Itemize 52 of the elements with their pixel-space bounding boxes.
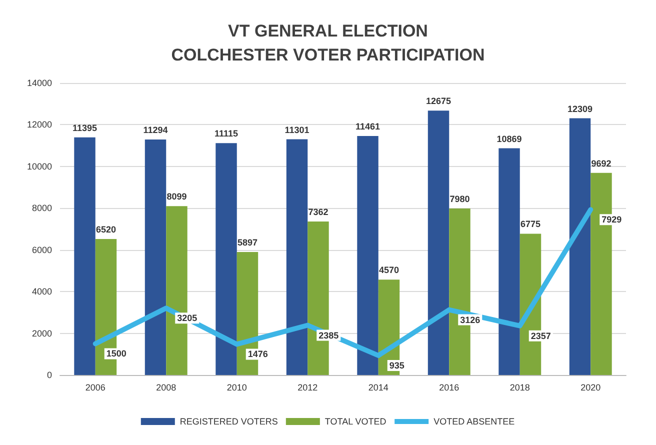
- data-label: 9692: [591, 158, 612, 168]
- legend-label: TOTAL VOTED: [324, 416, 387, 426]
- y-tick-label: 2000: [32, 328, 52, 338]
- x-tick-label: 2010: [226, 382, 247, 392]
- y-tick-label: 4000: [32, 286, 52, 297]
- data-label: 10869: [496, 134, 522, 144]
- y-tick-label: 8000: [32, 203, 52, 214]
- x-tick-label: 2020: [580, 382, 601, 392]
- bar: [498, 148, 520, 375]
- legend-label: REGISTERED VOTERS: [180, 416, 278, 426]
- data-label: 3205: [177, 313, 198, 324]
- x-tick-label: 2006: [85, 382, 106, 392]
- data-label: 1500: [106, 348, 126, 359]
- data-label: 11395: [72, 122, 98, 133]
- data-label: 7929: [602, 214, 622, 225]
- y-tick-label: 14000: [26, 78, 52, 88]
- y-tick-label: 6000: [32, 244, 52, 255]
- y-tick-label: 12000: [26, 120, 52, 130]
- data-label: 2357: [530, 330, 551, 341]
- bar: [74, 137, 96, 375]
- bar: [286, 139, 308, 375]
- data-label: 3126: [460, 314, 480, 325]
- data-label: 8099: [166, 192, 187, 202]
- x-tick-label: 2014: [368, 382, 388, 392]
- data-label: 12675: [426, 96, 452, 106]
- bar: [569, 118, 591, 375]
- data-label: 11301: [284, 124, 310, 135]
- bar: [216, 143, 237, 375]
- data-label: 935: [389, 360, 404, 370]
- data-label: 11294: [143, 124, 168, 135]
- data-label: 6520: [96, 224, 116, 235]
- data-label: 11115: [214, 128, 238, 139]
- data-label: 7362: [308, 206, 328, 217]
- x-tick-label: 2016: [439, 382, 460, 392]
- x-tick-label: 2008: [156, 382, 176, 392]
- legend-label: VOTED ABSENTEE: [434, 416, 515, 426]
- data-label: 12309: [567, 104, 593, 114]
- data-label: 6775: [520, 219, 541, 230]
- x-tick-label: 2018: [510, 382, 530, 392]
- data-label: 7980: [450, 194, 470, 204]
- data-label: 11461: [355, 121, 380, 132]
- bar: [428, 110, 450, 375]
- chart-title: VT GENERAL ELECTION COLCHESTER VOTER PARTICIPATION: [171, 22, 485, 64]
- data-label: 5897: [237, 238, 258, 248]
- bar: [144, 139, 166, 375]
- data-label: 1476: [248, 349, 268, 360]
- x-tick-label: 2012: [298, 382, 318, 392]
- data-label: 4570: [378, 265, 400, 276]
- bar: [357, 136, 378, 375]
- y-tick-label: 0: [46, 370, 52, 380]
- y-tick-label: 10000: [26, 161, 52, 172]
- data-label: 2385: [318, 330, 339, 340]
